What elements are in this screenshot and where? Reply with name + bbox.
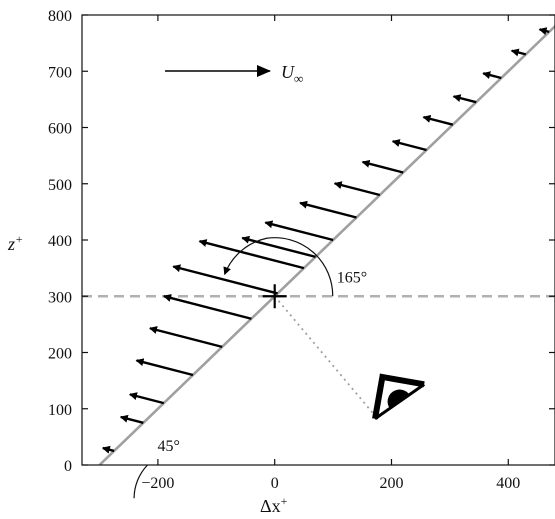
- velocity-vector: [299, 200, 357, 219]
- x-axis-ticks: −200 0 200 400: [141, 15, 520, 492]
- x-tick-label: 200: [379, 475, 403, 492]
- y-tick-label: 300: [48, 289, 72, 306]
- velocity-vector: [128, 392, 165, 405]
- x-tick-label: 400: [496, 475, 520, 492]
- y-tick-label: 200: [48, 346, 72, 363]
- x-tick-label: 0: [271, 475, 279, 492]
- velocity-vector: [264, 220, 334, 242]
- velocity-vector: [333, 181, 381, 197]
- velocity-vectors: [101, 27, 550, 454]
- velocity-vector: [391, 139, 427, 152]
- y-tick-label: 0: [64, 458, 72, 475]
- velocity-vector: [241, 235, 316, 259]
- angle-arc-165: [223, 237, 334, 297]
- angle-label-165: 165°: [337, 269, 367, 286]
- x-tick-label: −200: [141, 475, 174, 492]
- velocity-vector: [361, 159, 404, 174]
- freestream-label: U∞: [281, 62, 303, 86]
- velocity-vector: [452, 94, 477, 104]
- y-axis-label: z+: [7, 232, 23, 254]
- velocity-vector: [198, 239, 305, 270]
- velocity-vector: [162, 294, 252, 320]
- y-tick-label: 600: [48, 121, 72, 138]
- velocity-vector: [172, 264, 278, 295]
- center-marker: [262, 284, 287, 309]
- angle-label-45: 45°: [158, 438, 180, 455]
- velocity-vector: [510, 48, 527, 57]
- velocity-vector: [482, 71, 502, 80]
- view-dotted-line: [274, 295, 375, 415]
- axes-frame: [81, 14, 555, 466]
- velocity-vector: [538, 27, 550, 36]
- plot-area: [82, 24, 555, 465]
- velocity-vector: [135, 358, 194, 377]
- velocity-vector: [422, 114, 454, 126]
- y-axis-ticks: 0 100 200 300 400 500 600 700 800: [48, 8, 555, 475]
- velocity-vector: [119, 414, 144, 424]
- y-tick-label: 400: [48, 233, 72, 250]
- y-tick-label: 700: [48, 64, 72, 81]
- y-tick-label: 500: [48, 177, 72, 194]
- y-tick-label: 800: [48, 8, 72, 25]
- velocity-vector: [101, 445, 115, 454]
- eye-icon: [372, 373, 426, 420]
- velocity-vector: [148, 326, 223, 349]
- inclined-line: [98, 24, 555, 465]
- y-tick-label: 100: [48, 402, 72, 419]
- angle-arc-45: [133, 464, 148, 499]
- x-axis-label: Δx+: [260, 494, 288, 516]
